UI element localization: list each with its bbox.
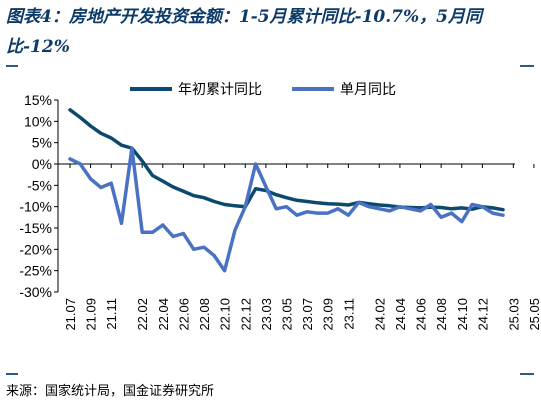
x-tick-label: 22.10 [218,298,233,331]
x-tick-label: 21.11 [104,298,119,330]
x-tick-label: 22.12 [238,298,253,331]
chart-title: 图表4：房地产开发投资金额：1-5月累计同比-10.7%，5月同比-12% [6,7,482,57]
chart-legend: 年初累计同比 单月同比 [130,81,396,98]
x-tick-label: 22.04 [156,298,171,331]
y-tick-label: 15% [24,92,52,108]
legend-item-cumulative: 年初累计同比 [130,81,262,98]
title-rule-right [520,65,534,67]
legend-label: 年初累计同比 [178,81,262,98]
source-note: 来源：国家统计局，国金证券研究所 [6,384,215,399]
x-tick-label: 21.07 [63,298,78,331]
x-tick-label: 24.12 [475,298,490,331]
legend-item-monthly: 单月同比 [292,82,396,98]
y-tick-label: 5% [32,135,52,151]
title-rule-left [6,65,18,67]
y-tick-label: 10% [24,113,52,129]
legend-label: 单月同比 [340,82,396,98]
y-tick-label: 0% [32,156,52,172]
x-tick-label: 24.10 [455,298,470,331]
x-tick-label: 22.08 [197,298,212,331]
x-tick-label: 22.06 [176,298,191,331]
y-tick-label: -10% [19,199,52,215]
y-tick-label: -25% [19,263,52,279]
x-tick-label: 24.06 [414,298,429,331]
x-tick-label: 22.02 [135,298,150,331]
x-tick-label: 24.02 [372,298,387,331]
x-tick-label: 23.11 [341,298,356,330]
series-line-monthly [68,146,505,273]
chart-lines [68,108,505,273]
x-tick-label: 23.03 [259,298,274,331]
x-tick-label: 23.09 [321,298,336,331]
x-tick-label: 24.08 [434,298,449,331]
x-tick-label: 25.05 [527,298,541,331]
x-tick-label: 21.09 [84,298,99,331]
chart-axes: 15% 10% 5% 0% -5% -10% -15% -20% -25% -30% 21.07 21… [19,92,541,331]
y-tick-label: -15% [19,220,52,236]
y-tick-label: -5% [27,177,52,193]
x-tick-label: 23.07 [300,298,315,331]
x-tick-label: 23.05 [280,298,295,331]
footer-rule-right [520,373,534,375]
y-tick-label: -30% [19,284,52,300]
x-tick-label: 25.03 [506,298,521,331]
x-tick-label: 24.04 [393,298,408,331]
footer-rule-left [6,373,18,375]
y-tick-label: -20% [19,241,52,257]
